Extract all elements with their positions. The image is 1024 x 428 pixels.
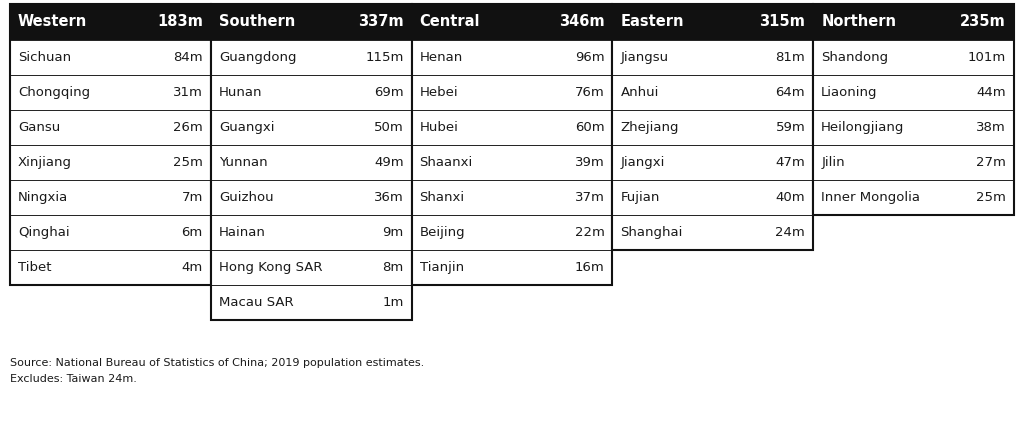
Text: 37m: 37m [574,191,604,204]
Text: 50m: 50m [374,121,403,134]
Text: 81m: 81m [775,51,805,64]
Text: Macau SAR: Macau SAR [219,296,294,309]
Text: 337m: 337m [358,15,403,30]
Text: Liaoning: Liaoning [821,86,878,99]
Text: 96m: 96m [574,51,604,64]
Text: 25m: 25m [976,191,1006,204]
Text: Inner Mongolia: Inner Mongolia [821,191,921,204]
Text: 44m: 44m [976,86,1006,99]
Text: Fujian: Fujian [621,191,659,204]
Text: 16m: 16m [574,261,604,274]
Text: 40m: 40m [775,191,805,204]
Text: Gansu: Gansu [18,121,60,134]
Text: 60m: 60m [574,121,604,134]
Text: Qinghai: Qinghai [18,226,70,239]
Text: 115m: 115m [366,51,403,64]
Text: Hebei: Hebei [420,86,458,99]
Text: 315m: 315m [760,15,805,30]
Text: Ningxia: Ningxia [18,191,69,204]
Text: 69m: 69m [374,86,403,99]
Text: Jilin: Jilin [821,156,845,169]
Text: 59m: 59m [775,121,805,134]
Text: 64m: 64m [775,86,805,99]
Text: 7m: 7m [181,191,203,204]
Text: 36m: 36m [374,191,403,204]
Text: 6m: 6m [181,226,203,239]
Text: Beijing: Beijing [420,226,465,239]
Text: Zhejiang: Zhejiang [621,121,679,134]
Text: 76m: 76m [574,86,604,99]
Text: Guangxi: Guangxi [219,121,274,134]
Text: Central: Central [420,15,480,30]
Text: 4m: 4m [181,261,203,274]
Text: Shaanxi: Shaanxi [420,156,473,169]
Text: Source: National Bureau of Statistics of China; 2019 population estimates.: Source: National Bureau of Statistics of… [10,358,424,368]
Text: Xinjiang: Xinjiang [18,156,72,169]
Text: Guangdong: Guangdong [219,51,296,64]
Text: Shanghai: Shanghai [621,226,683,239]
Text: 22m: 22m [574,226,604,239]
Text: 31m: 31m [173,86,203,99]
Text: Jiangsu: Jiangsu [621,51,669,64]
Text: 38m: 38m [976,121,1006,134]
Text: 39m: 39m [574,156,604,169]
Text: 101m: 101m [968,51,1006,64]
Text: 1m: 1m [382,296,403,309]
Text: 8m: 8m [382,261,403,274]
Text: 183m: 183m [157,15,203,30]
Text: 27m: 27m [976,156,1006,169]
Text: Northern: Northern [821,15,896,30]
Text: Guizhou: Guizhou [219,191,273,204]
Text: 9m: 9m [382,226,403,239]
Text: Excludes: Taiwan 24m.: Excludes: Taiwan 24m. [10,374,137,384]
Text: Shandong: Shandong [821,51,889,64]
Text: Hubei: Hubei [420,121,459,134]
Text: 346m: 346m [559,15,604,30]
Text: Tianjin: Tianjin [420,261,464,274]
Text: Tibet: Tibet [18,261,51,274]
Text: 84m: 84m [173,51,203,64]
Text: 47m: 47m [775,156,805,169]
Text: Southern: Southern [219,15,295,30]
Text: 24m: 24m [775,226,805,239]
Text: Western: Western [18,15,87,30]
Text: 235m: 235m [961,15,1006,30]
Text: Heilongjiang: Heilongjiang [821,121,904,134]
Text: Anhui: Anhui [621,86,658,99]
Text: Chongqing: Chongqing [18,86,90,99]
Text: Eastern: Eastern [621,15,684,30]
Text: Jiangxi: Jiangxi [621,156,665,169]
Text: Hunan: Hunan [219,86,262,99]
Text: Yunnan: Yunnan [219,156,267,169]
Text: Shanxi: Shanxi [420,191,465,204]
Text: Hainan: Hainan [219,226,265,239]
Text: Henan: Henan [420,51,463,64]
Text: 49m: 49m [374,156,403,169]
Text: 25m: 25m [173,156,203,169]
Text: Sichuan: Sichuan [18,51,71,64]
Text: Hong Kong SAR: Hong Kong SAR [219,261,323,274]
Text: 26m: 26m [173,121,203,134]
